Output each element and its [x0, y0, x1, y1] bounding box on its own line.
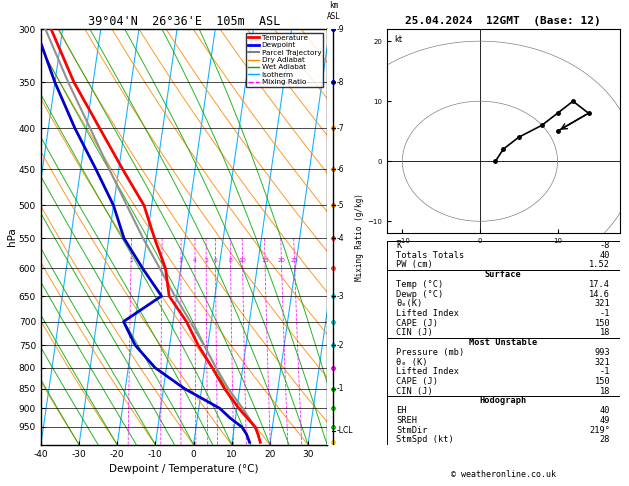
Text: 150: 150: [594, 377, 610, 386]
Text: -8: -8: [600, 241, 610, 250]
Text: kt: kt: [394, 35, 402, 44]
Text: 15: 15: [261, 258, 269, 262]
Text: 6: 6: [214, 258, 218, 262]
Text: θₑ(K): θₑ(K): [396, 299, 423, 308]
Legend: Temperature, Dewpoint, Parcel Trajectory, Dry Adiabat, Wet Adiabat, Isotherm, Mi: Temperature, Dewpoint, Parcel Trajectory…: [246, 33, 323, 87]
Text: EH: EH: [396, 406, 406, 415]
Text: 1: 1: [129, 258, 133, 262]
Text: Lifted Index: Lifted Index: [396, 309, 459, 318]
Text: -1: -1: [600, 367, 610, 376]
Text: 14.6: 14.6: [589, 290, 610, 298]
Text: PW (cm): PW (cm): [396, 260, 433, 269]
Text: K: K: [396, 241, 401, 250]
Text: 28: 28: [600, 435, 610, 444]
Text: StmSpd (kt): StmSpd (kt): [396, 435, 454, 444]
Text: 8: 8: [229, 258, 233, 262]
Text: © weatheronline.co.uk: © weatheronline.co.uk: [451, 470, 555, 479]
X-axis label: Dewpoint / Temperature (°C): Dewpoint / Temperature (°C): [109, 464, 259, 474]
Text: 1.52: 1.52: [589, 260, 610, 269]
Text: -7: -7: [337, 124, 345, 133]
Text: Surface: Surface: [485, 270, 521, 279]
Text: -5: -5: [337, 201, 345, 210]
Text: 2: 2: [160, 258, 164, 262]
Text: 10: 10: [238, 258, 247, 262]
Text: -1: -1: [600, 309, 610, 318]
Text: -9: -9: [337, 25, 345, 34]
Text: 25: 25: [291, 258, 299, 262]
Text: SREH: SREH: [396, 416, 417, 425]
Text: StmDir: StmDir: [396, 426, 428, 434]
Text: 219°: 219°: [589, 426, 610, 434]
Text: 321: 321: [594, 358, 610, 366]
Text: CAPE (J): CAPE (J): [396, 377, 438, 386]
Text: 321: 321: [594, 299, 610, 308]
Text: θₑ (K): θₑ (K): [396, 358, 428, 366]
Text: -8: -8: [337, 78, 344, 87]
Text: 3: 3: [179, 258, 183, 262]
Title: 39°04'N  26°36'E  105m  ASL: 39°04'N 26°36'E 105m ASL: [88, 15, 280, 28]
Text: 40: 40: [600, 406, 610, 415]
Text: 17.4: 17.4: [589, 280, 610, 289]
Text: CIN (J): CIN (J): [396, 387, 433, 396]
Text: CAPE (J): CAPE (J): [396, 319, 438, 328]
Text: 18: 18: [600, 329, 610, 337]
Text: 5: 5: [204, 258, 208, 262]
Text: -LCL: -LCL: [337, 426, 353, 435]
Text: -4: -4: [337, 234, 345, 243]
Text: Dewp (°C): Dewp (°C): [396, 290, 443, 298]
Text: Most Unstable: Most Unstable: [469, 338, 537, 347]
Text: Hodograph: Hodograph: [479, 397, 527, 405]
Text: -2: -2: [337, 341, 344, 350]
Text: -1: -1: [337, 384, 344, 393]
Text: Temp (°C): Temp (°C): [396, 280, 443, 289]
Text: Lifted Index: Lifted Index: [396, 367, 459, 376]
Text: 20: 20: [277, 258, 286, 262]
Text: Pressure (mb): Pressure (mb): [396, 348, 464, 357]
Text: km
ASL: km ASL: [326, 1, 340, 21]
Text: CIN (J): CIN (J): [396, 329, 433, 337]
Text: 49: 49: [600, 416, 610, 425]
Text: 993: 993: [594, 348, 610, 357]
Text: 18: 18: [600, 387, 610, 396]
Y-axis label: hPa: hPa: [8, 227, 18, 246]
Text: 4: 4: [193, 258, 197, 262]
Text: Mixing Ratio (g/kg): Mixing Ratio (g/kg): [355, 193, 364, 281]
Text: -6: -6: [337, 165, 345, 174]
Text: 150: 150: [594, 319, 610, 328]
Text: 40: 40: [600, 251, 610, 260]
Text: Totals Totals: Totals Totals: [396, 251, 464, 260]
Text: -3: -3: [337, 292, 345, 300]
Text: 25.04.2024  12GMT  (Base: 12): 25.04.2024 12GMT (Base: 12): [405, 16, 601, 26]
